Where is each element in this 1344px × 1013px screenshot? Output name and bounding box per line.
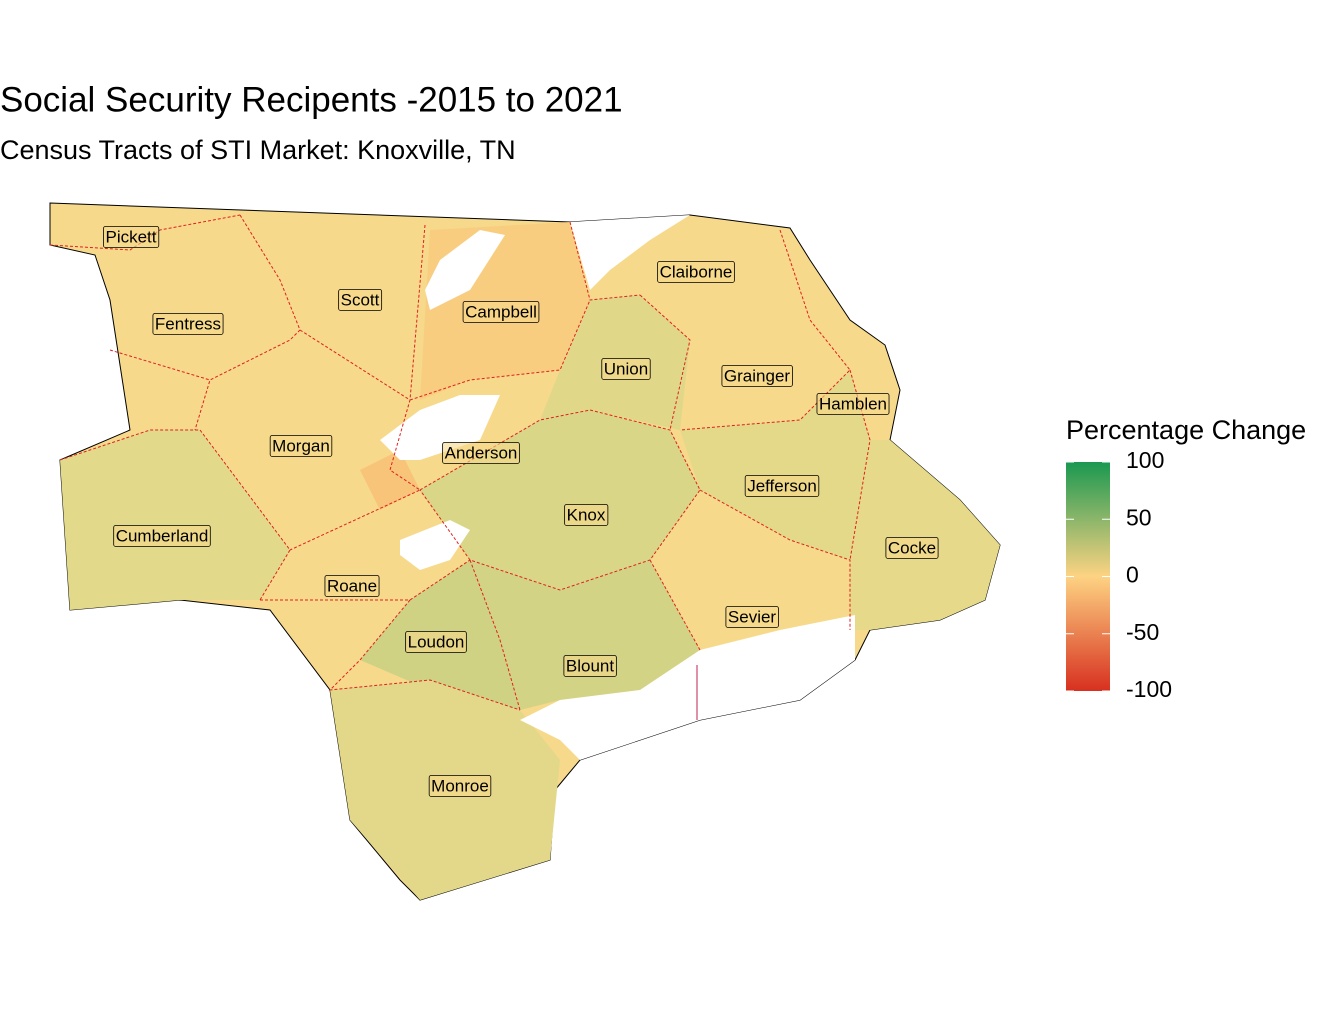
label-box xyxy=(103,226,160,248)
county-label: Anderson xyxy=(445,443,518,462)
county-label: Claiborne xyxy=(660,262,733,281)
legend-tick-label: 100 xyxy=(1126,447,1164,473)
label-box xyxy=(721,365,793,387)
label-box xyxy=(113,525,211,547)
label-box xyxy=(269,435,333,457)
county-labels: Pickett Claiborne Scott Campbell Fentres… xyxy=(103,226,939,797)
water xyxy=(570,215,690,290)
legend: Percentage Change 100 50 0 -50 -100 xyxy=(1066,415,1306,702)
green-area xyxy=(680,370,870,560)
green-area xyxy=(60,430,290,610)
county-label: Campbell xyxy=(465,302,537,321)
label-box xyxy=(564,504,609,526)
county-label: Monroe xyxy=(431,776,489,795)
label-box xyxy=(657,261,735,283)
county-label: Scott xyxy=(341,290,380,309)
water xyxy=(520,615,855,760)
county-label: Hamblen xyxy=(819,394,887,413)
county-label: Cumberland xyxy=(116,526,209,545)
label-box xyxy=(744,475,820,497)
label-box xyxy=(324,575,380,597)
label-box xyxy=(152,313,224,335)
green-area xyxy=(850,440,1000,630)
county-label: Fentress xyxy=(155,314,221,333)
subtitle: Census Tracts of STI Market: Knoxville, … xyxy=(0,135,516,165)
legend-title: Percentage Change xyxy=(1066,415,1306,445)
county-label: Blount xyxy=(566,656,614,675)
label-box xyxy=(816,393,890,415)
county-label: Loudon xyxy=(408,632,465,651)
legend-tick-label: 0 xyxy=(1126,562,1139,588)
green-area xyxy=(470,560,700,710)
label-box xyxy=(405,631,467,653)
label-box xyxy=(563,655,617,677)
county-label: Knox xyxy=(567,505,606,524)
label-box xyxy=(725,606,779,628)
water xyxy=(380,395,500,460)
label-box xyxy=(462,301,540,323)
label-box xyxy=(601,358,651,380)
label-box xyxy=(338,289,383,311)
legend-tick-label: -100 xyxy=(1126,676,1172,702)
county-label: Pickett xyxy=(105,227,156,246)
county-label: Union xyxy=(604,359,648,378)
orange-area xyxy=(360,450,420,510)
county-label: Sevier xyxy=(728,607,777,626)
legend-tick-label: -50 xyxy=(1126,619,1159,645)
label-box xyxy=(885,537,939,559)
county-label: Cocke xyxy=(888,538,936,557)
county-label: Morgan xyxy=(272,436,330,455)
county-borders xyxy=(49,214,871,711)
county-label: Jefferson xyxy=(747,476,817,495)
water xyxy=(425,230,505,310)
county-label: Grainger xyxy=(724,366,790,385)
legend-tick-label: 50 xyxy=(1126,504,1152,530)
map: Pickett Claiborne Scott Campbell Fentres… xyxy=(49,202,1001,901)
label-box xyxy=(442,442,520,464)
water xyxy=(400,520,470,570)
county-label: Roane xyxy=(327,576,377,595)
label-box xyxy=(428,775,492,797)
title: Social Security Recipents -2015 to 2021 xyxy=(0,80,623,119)
